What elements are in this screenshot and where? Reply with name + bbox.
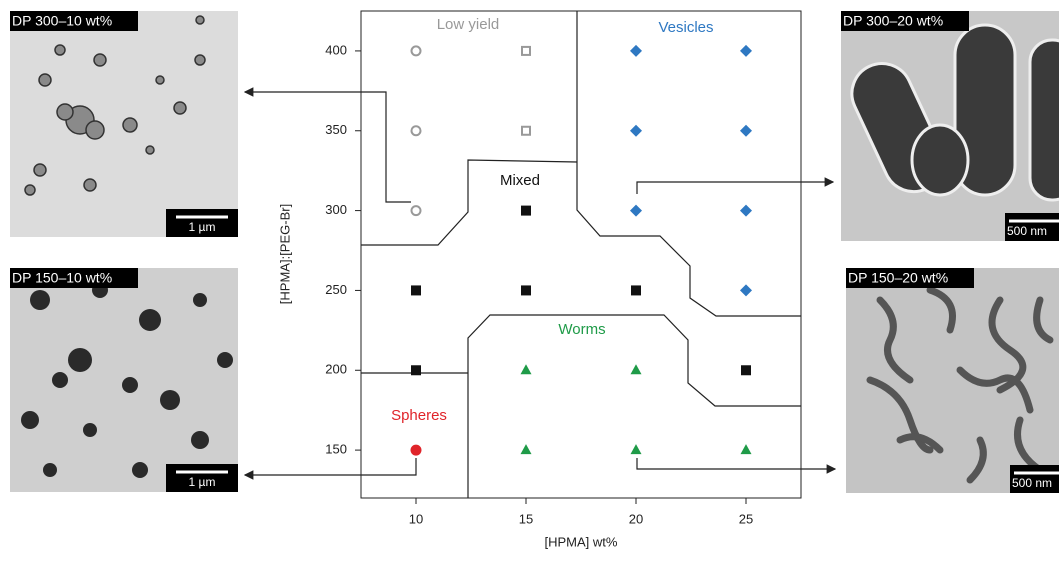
scale-bar-bg	[166, 209, 238, 237]
point	[520, 444, 532, 455]
region-label: Low yield	[437, 16, 500, 33]
panel-label: DP 150–10 wt%	[12, 270, 112, 286]
scale-bar-bg	[166, 464, 238, 492]
point	[521, 205, 531, 216]
point	[741, 365, 751, 376]
scale-bar-label: 1 µm	[189, 220, 216, 234]
panel-label-bg	[841, 11, 969, 31]
point	[740, 124, 752, 137]
point	[411, 365, 421, 376]
scale-bar-label: 1 µm	[189, 475, 216, 489]
panel-label: DP 300–20 wt%	[843, 13, 943, 29]
point	[740, 444, 752, 455]
y-tick-label: 200	[325, 362, 347, 377]
scale-bar-bg	[1005, 213, 1059, 241]
point	[521, 285, 531, 296]
panel-label-bg	[10, 268, 138, 288]
point	[520, 364, 532, 375]
micrograph	[846, 268, 1059, 493]
region-boundaries	[361, 11, 801, 498]
micrograph	[10, 11, 238, 237]
point	[630, 44, 642, 57]
point	[630, 124, 642, 137]
point	[410, 45, 422, 57]
panel-label-bg	[10, 11, 138, 31]
region-label: Vesicles	[658, 19, 713, 36]
y-tick-label: 400	[325, 42, 347, 57]
panel-label: DP 300–10 wt%	[12, 13, 112, 29]
panel-label-bg	[846, 268, 974, 288]
point	[740, 44, 752, 57]
x-tick-label: 15	[519, 511, 533, 526]
region-label: Worms	[558, 321, 605, 338]
point	[630, 204, 642, 217]
scale-bar-bg	[1010, 465, 1059, 493]
x-tick-label: 10	[409, 511, 423, 526]
y-tick-label: 150	[325, 442, 347, 457]
point	[740, 284, 752, 297]
point	[630, 444, 642, 455]
point	[740, 204, 752, 217]
point	[521, 125, 531, 136]
x-tick-label: 20	[629, 511, 643, 526]
arrows	[243, 87, 837, 480]
point	[631, 285, 641, 296]
plot-frame	[360, 10, 802, 499]
scale-bar-label: 500 nm	[1007, 224, 1047, 238]
y-tick-label: 250	[325, 282, 347, 297]
y-tick-label: 350	[325, 122, 347, 137]
x-axis-label: [HPMA] wt%	[545, 534, 618, 549]
y-axis-label: [HPMA]:[PEG-Br]	[277, 204, 292, 304]
region-label: Mixed	[500, 172, 540, 189]
point	[410, 205, 422, 217]
micrograph	[841, 11, 1059, 241]
region-label: Spheres	[391, 407, 447, 424]
point	[630, 364, 642, 375]
point	[411, 285, 421, 296]
panel-label: DP 150–20 wt%	[848, 270, 948, 286]
y-tick-label: 300	[325, 202, 347, 217]
point	[410, 444, 422, 456]
point	[521, 45, 531, 56]
point	[410, 125, 422, 137]
scale-bar-label: 500 nm	[1012, 476, 1052, 490]
micrograph	[10, 268, 238, 492]
x-tick-label: 25	[739, 511, 753, 526]
